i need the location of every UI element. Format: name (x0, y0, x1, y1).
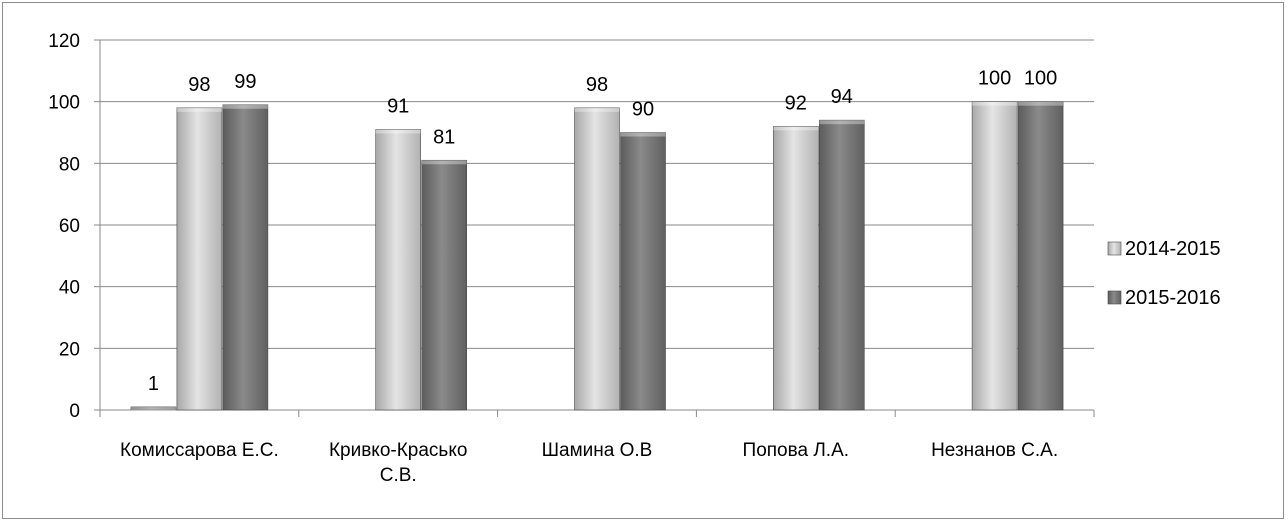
x-category-label: Незнанов С.А. (931, 440, 1058, 461)
bar-highlight (819, 120, 865, 125)
bar (818, 119, 865, 411)
y-tick-label: 100 (48, 93, 80, 114)
bar-highlight (1018, 101, 1064, 106)
data-label: 92 (785, 92, 807, 114)
y-tick-label: 0 (69, 401, 80, 422)
y-tick-label: 40 (59, 278, 80, 299)
x-category-label: С.В. (380, 465, 417, 486)
bar (130, 406, 177, 411)
data-label: 91 (387, 95, 409, 117)
bar-highlight (375, 129, 421, 134)
data-label: 99 (234, 71, 256, 93)
bar-highlight (421, 160, 467, 165)
bar (375, 129, 422, 411)
bar (971, 101, 1018, 411)
y-tick-label: 60 (59, 216, 80, 237)
x-category-label: Шамина О.В (542, 440, 653, 461)
bar-highlight (574, 107, 620, 112)
data-label: 98 (188, 74, 210, 96)
bar-highlight (130, 406, 176, 411)
data-label: 94 (831, 86, 853, 108)
data-label: 100 (978, 68, 1011, 90)
bar-chart: 0 20 40 60 80 100 120 1 98 99 Комиссарова Е.С. 91 81… (48, 31, 1221, 486)
bar-highlight (972, 101, 1018, 106)
data-label: 90 (632, 99, 654, 121)
y-tick-label: 120 (48, 31, 80, 52)
y-tick-label: 80 (59, 154, 80, 175)
bar (1017, 101, 1064, 411)
legend-label: 2014-2015 (1125, 238, 1221, 260)
data-label: 81 (433, 126, 455, 148)
bar-highlight (773, 126, 819, 131)
x-category-label: Попова Л.А. (743, 440, 850, 461)
data-label: 1 (148, 373, 159, 395)
bar-highlight (620, 132, 666, 137)
data-label: 100 (1024, 68, 1057, 90)
legend-swatch (1107, 241, 1122, 256)
bar-highlight (176, 107, 222, 112)
bar (176, 107, 223, 411)
bar (620, 132, 666, 411)
bar-highlight (222, 104, 268, 109)
legend-swatch (1107, 290, 1122, 305)
legend-label: 2015-2016 (1125, 287, 1221, 309)
bar (222, 104, 269, 411)
x-category-label: Кривко-Красько (329, 440, 467, 461)
bar (574, 107, 620, 411)
bar (772, 126, 819, 411)
data-label: 98 (586, 74, 608, 96)
bar (421, 159, 468, 411)
y-tick-label: 20 (59, 339, 80, 360)
x-category-label: Комиссарова Е.С. (120, 440, 279, 461)
